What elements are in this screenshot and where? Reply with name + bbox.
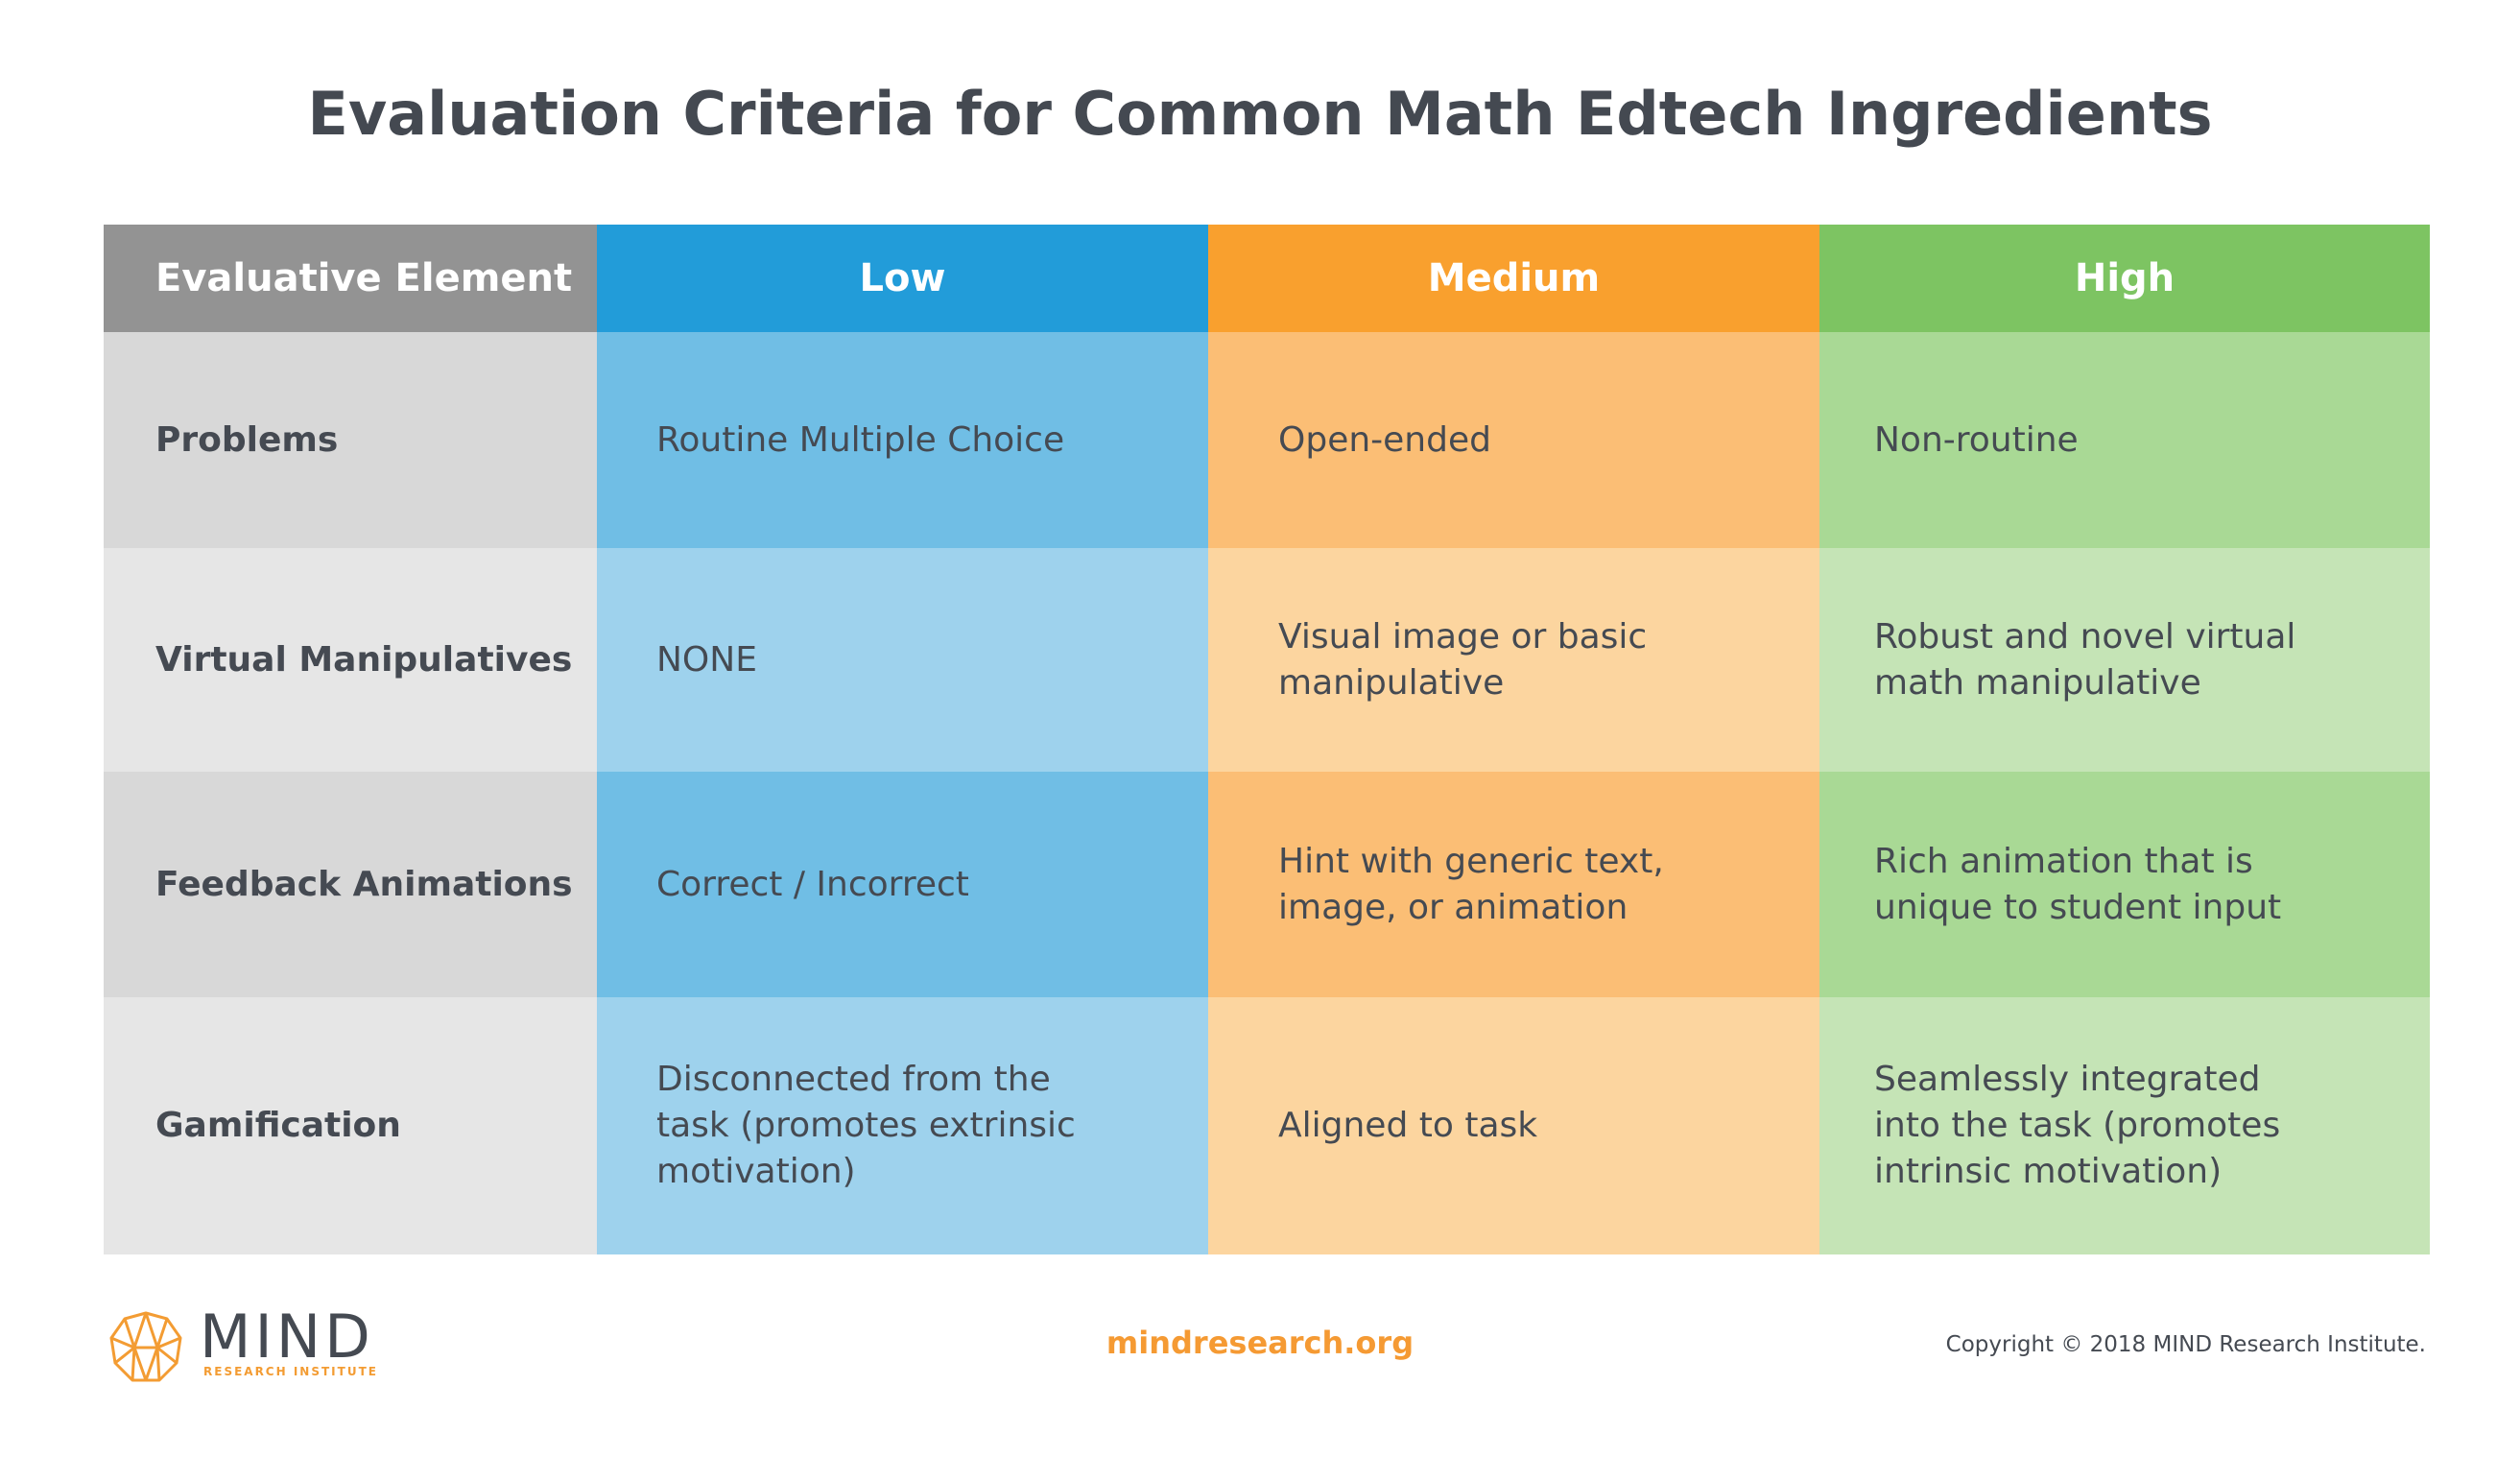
brain-icon [109,1311,182,1382]
cell-text: NONE [656,639,757,680]
cell-medium: Aligned to task [1208,997,1819,1254]
cell-high: Non-routine [1819,332,2430,548]
cell-medium: Visual image or basic manipulative [1208,548,1819,772]
header-medium: Medium [1208,225,1819,332]
cell-text: Robust and novel virtual math manipulati… [1874,616,2296,703]
cell-low: NONE [597,548,1208,772]
row-label-problems: Problems [104,332,597,548]
header-low: Low [597,225,1208,332]
cell-high: Robust and novel virtual math manipulati… [1819,548,2430,772]
cell-text: Disconnected from the task (promotes ext… [656,1060,1076,1191]
copyright-text: Copyright © 2018 MIND Research Institute… [1945,1332,2426,1357]
logo-subtitle: RESEARCH INSTITUTE [203,1365,378,1378]
cell-text: Correct / Incorrect [656,864,969,904]
row-label-text: Virtual Manipulatives [155,639,573,680]
cell-high: Rich animation that is unique to student… [1819,772,2430,997]
mind-logo[interactable]: MIND RESEARCH INSTITUTE [107,1302,386,1384]
row-label-text: Feedback Animations [155,864,573,904]
cell-text: Routine Multiple Choice [656,419,1065,460]
row-label-text: Problems [155,419,339,460]
cell-text: Seamlessly integrated into the task (pro… [1874,1060,2281,1191]
cell-medium: Hint with generic text, image, or animat… [1208,772,1819,997]
website-link[interactable]: mindresearch.org [1105,1325,1415,1361]
cell-text: Aligned to task [1278,1106,1538,1145]
criteria-table: Evaluative Element Low Medium High Probl… [104,225,2430,1254]
cell-medium: Open-ended [1208,332,1819,548]
logo-wordmark: MIND [200,1302,374,1372]
header-high: High [1819,225,2430,332]
row-label-feedback-animations: Feedback Animations [104,772,597,997]
cell-low: Correct / Incorrect [597,772,1208,997]
cell-text: Open-ended [1278,419,1491,460]
cell-text: Hint with generic text, image, or animat… [1278,841,1664,927]
cell-low: Disconnected from the task (promotes ext… [597,997,1208,1254]
row-label-virtual-manipulatives: Virtual Manipulatives [104,548,597,772]
cell-text: Visual image or basic manipulative [1278,616,1648,703]
row-label-text: Gamification [155,1106,401,1145]
page-title: Evaluation Criteria for Common Math Edte… [307,79,2213,149]
cell-high: Seamlessly integrated into the task (pro… [1819,997,2430,1254]
header-evaluative-element: Evaluative Element [104,225,597,332]
cell-text: Non-routine [1874,419,2079,460]
row-label-gamification: Gamification [104,997,597,1254]
cell-text: Rich animation that is unique to student… [1874,841,2282,927]
cell-low: Routine Multiple Choice [597,332,1208,548]
